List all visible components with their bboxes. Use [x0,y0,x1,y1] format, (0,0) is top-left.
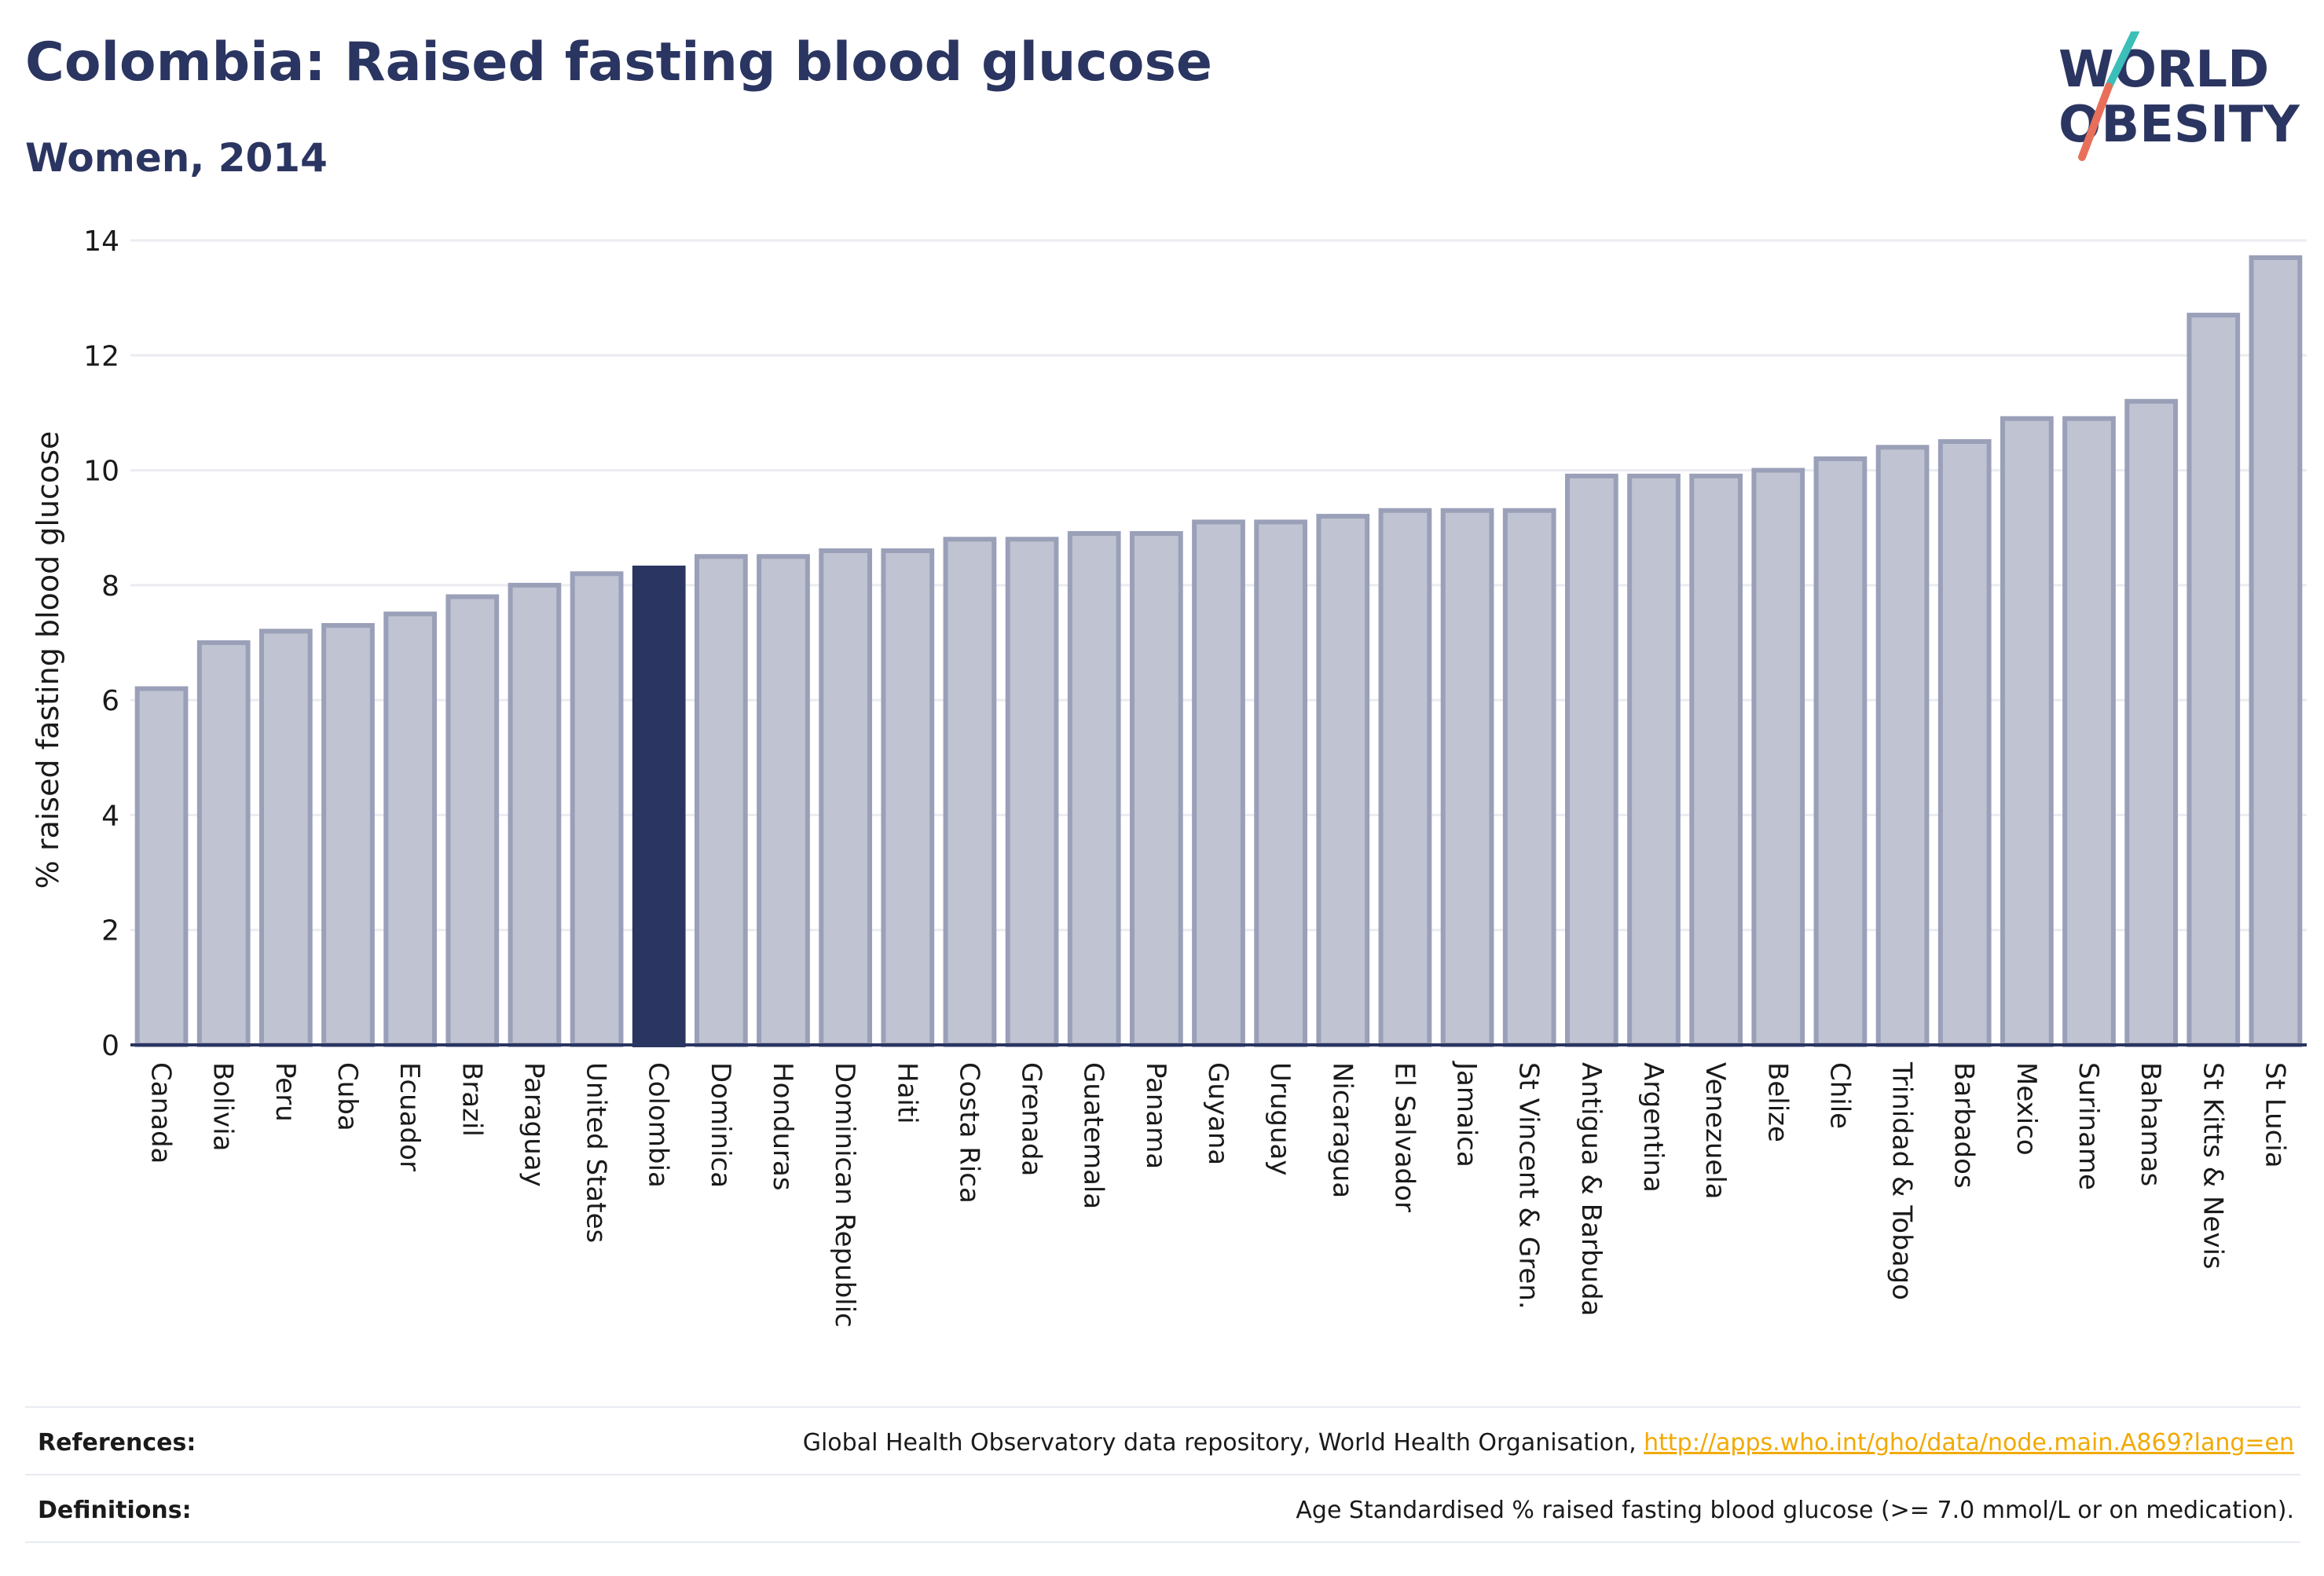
footer-divider [25,1406,2300,1408]
x-tick-label: Colombia [643,1062,674,1188]
x-tick-label: Cuba [332,1062,363,1131]
y-tick-label: 4 [101,800,119,832]
bar-uruguay[interactable] [1254,519,1308,1047]
bar-dominica[interactable] [694,554,748,1047]
references-link[interactable]: http://apps.who.int/gho/data/node.main.A… [1644,1428,2294,1457]
bar-canada[interactable] [134,686,189,1047]
bar-jamaica[interactable] [1440,508,1494,1047]
x-tick-label: Chile [1824,1062,1855,1129]
bar-bahamas[interactable] [2124,398,2179,1047]
bar-peru[interactable] [258,629,313,1047]
y-tick-label: 8 [101,570,119,603]
y-tick-label: 0 [101,1030,119,1062]
x-tick-label: Barbados [1948,1062,1980,1189]
x-tick-label: Honduras [767,1062,798,1191]
bar-colombia[interactable] [632,565,686,1047]
x-tick-label: Belize [1761,1062,1793,1142]
definitions-row: Definitions: Age Standardised % raised f… [38,1479,2294,1541]
world-obesity-logo: WORLD OBESITY [2058,31,2300,161]
bar-trinidad-tobago[interactable] [1875,445,1930,1047]
y-tick-label: 12 [83,340,119,372]
x-tick-label: Trinidad & Tobago [1886,1061,1918,1300]
bar-guyana[interactable] [1192,519,1245,1047]
bar-panama[interactable] [1129,531,1183,1047]
x-tick-label: Mexico [2011,1062,2042,1156]
bar-chart: 0 2 4 6 8 10 12 14 Canada Bolivia Peru Cuba Ecuador… [31,225,2307,1328]
x-tick-label: United States [581,1062,612,1243]
bar-haiti[interactable] [881,548,935,1047]
bar-st-kitts-nevis[interactable] [2187,313,2241,1048]
x-tick-label: Haiti [891,1062,922,1124]
x-tick-label: Costa Rica [953,1062,984,1204]
y-tick-label: 14 [83,225,119,258]
bar-mexico[interactable] [2000,416,2054,1047]
x-tick-label: Argentina [1637,1062,1669,1193]
bar-guatemala[interactable] [1067,531,1121,1047]
y-tick-labels: 0 2 4 6 8 10 12 14 [83,225,119,1062]
bar-suriname[interactable] [2062,416,2116,1047]
bar-el-salvador[interactable] [1378,508,1432,1047]
x-tick-label: Dominican Republic [829,1062,860,1328]
bar-grenada[interactable] [1005,537,1059,1047]
x-tick-label: Grenada [1016,1062,1047,1176]
definitions-value: Age Standardised % raised fasting blood … [1296,1496,2294,1524]
x-tick-label: St Kitts & Nevis [2197,1062,2228,1270]
bar-nicaragua[interactable] [1316,514,1370,1047]
x-tick-label: Canada [145,1062,177,1164]
footer-divider [25,1474,2300,1475]
bar-bolivia[interactable] [196,640,251,1047]
bar-antigua-barbuda[interactable] [1564,473,1618,1047]
bar-chile[interactable] [1813,456,1868,1047]
bar-barbados[interactable] [1937,439,1992,1047]
y-tick-label: 6 [101,685,119,717]
bar-brazil[interactable] [445,594,500,1047]
bar-venezuela[interactable] [1689,473,1743,1047]
x-tick-label: Guyana [1202,1062,1233,1165]
x-tick-label: Ecuador [394,1062,425,1171]
chart-subtitle: Women, 2014 [25,135,328,181]
x-tick-label: St Lucia [2259,1062,2290,1168]
references-label: References: [38,1428,196,1457]
bars [134,255,2303,1048]
slash-mark-icon [2078,31,2139,161]
bar-honduras[interactable] [757,554,810,1047]
logo-line1: WORLD [2058,41,2269,99]
bar-st-vincent-gren[interactable] [1502,508,1556,1047]
bar-cuba[interactable] [321,623,375,1047]
bar-argentina[interactable] [1627,473,1681,1047]
references-text: Global Health Observatory data repositor… [802,1428,1644,1457]
x-tick-label: Jamaica [1451,1061,1483,1167]
bar-paraguay[interactable] [508,582,562,1047]
x-tick-label: Dominica [705,1062,736,1188]
x-tick-label: Paraguay [518,1062,549,1187]
x-tick-label: Suriname [2073,1062,2104,1190]
bar-ecuador[interactable] [383,611,438,1047]
y-tick-label: 10 [83,456,119,488]
references-value: Global Health Observatory data repositor… [803,1429,2294,1457]
x-tick-label: Antigua & Barbuda [1575,1062,1607,1316]
x-tick-label: St Vincent & Gren. [1513,1062,1545,1310]
x-tick-label: Nicaragua [1326,1062,1358,1198]
x-tick-label: Panama [1140,1062,1171,1169]
x-tick-label: Peru [269,1062,301,1122]
x-tick-label: Brazil [456,1062,487,1137]
y-axis-label: % raised fasting blood glucose [31,431,65,889]
definitions-label: Definitions: [38,1496,192,1524]
bar-united-states[interactable] [570,571,624,1047]
x-tick-label: Venezuela [1699,1062,1731,1200]
bar-costa-rica[interactable] [943,537,997,1047]
x-tick-label: El Salvador [1388,1062,1420,1212]
references-row: References: Global Health Observatory da… [38,1411,2294,1474]
x-tick-labels: Canada Bolivia Peru Cuba Ecuador Brazil Paragu… [145,1061,2291,1328]
x-tick-label: Uruguay [1264,1062,1296,1176]
chart-title: Colombia: Raised fasting blood glucose [25,31,1213,93]
x-tick-label: Bahamas [2135,1062,2166,1186]
x-tick-label: Guatemala [1078,1062,1109,1209]
bar-st-lucia[interactable] [2249,255,2303,1047]
footer-divider [25,1541,2300,1543]
y-tick-label: 2 [101,915,119,947]
bar-belize[interactable] [1751,467,1805,1047]
bar-dominican-republic[interactable] [819,548,873,1047]
x-tick-label: Bolivia [207,1062,239,1151]
